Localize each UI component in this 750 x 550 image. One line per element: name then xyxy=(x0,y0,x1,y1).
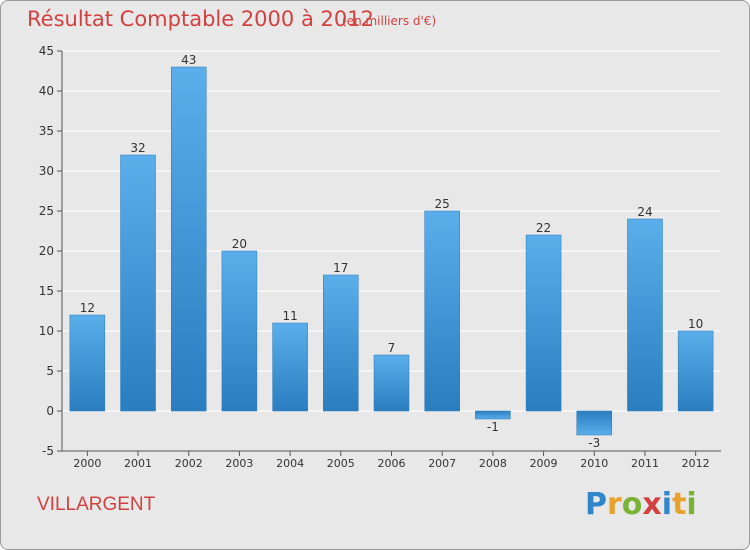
x-tick-label: 2010 xyxy=(580,457,608,470)
x-tick-label: 2006 xyxy=(378,457,406,470)
bar xyxy=(677,330,714,412)
x-tick-label: 2007 xyxy=(428,457,456,470)
data-label: -1 xyxy=(487,420,499,434)
data-label: 24 xyxy=(637,205,652,219)
bar xyxy=(576,410,613,436)
y-tick-label: 45 xyxy=(39,44,54,58)
y-tick-label: 10 xyxy=(39,324,54,338)
label-layer: 12 32 43 20 11 17 7 25 -1 22 -3 24 10 xyxy=(80,53,704,450)
x-tick-label: 2012 xyxy=(682,457,710,470)
x-tick-label: 2000 xyxy=(73,457,101,470)
commune-name: VILLARGENT xyxy=(37,494,156,515)
bar xyxy=(373,354,410,412)
chart-title: Résultat Comptable 2000 à 2012 xyxy=(27,7,374,31)
data-label: 22 xyxy=(536,221,551,235)
data-label: 32 xyxy=(130,141,145,155)
y-tick-label: 25 xyxy=(39,204,54,218)
data-label: 25 xyxy=(435,197,450,211)
data-label: 20 xyxy=(232,237,247,251)
bar xyxy=(424,210,460,412)
data-label: 43 xyxy=(181,53,196,67)
logo-letter: x xyxy=(642,487,662,522)
logo-letter: o xyxy=(621,487,643,522)
y-tick-label: -5 xyxy=(42,444,54,458)
y-tick-label: 15 xyxy=(39,284,54,298)
x-tick-label: 2009 xyxy=(530,457,558,470)
chart-subtitle: (en milliers d'€) xyxy=(342,14,437,28)
logo-letter: i xyxy=(661,487,673,522)
bar-layer xyxy=(69,66,714,436)
data-label: 17 xyxy=(333,261,348,275)
x-tick-label: 2011 xyxy=(631,457,659,470)
bar xyxy=(525,234,562,412)
bar xyxy=(170,66,207,412)
proxiti-logo[interactable]: Proxiti xyxy=(585,487,697,522)
x-tick-label: 2003 xyxy=(225,457,253,470)
data-label: 12 xyxy=(80,301,95,315)
logo-letter: r xyxy=(607,487,622,522)
y-tick-label: 35 xyxy=(39,124,54,138)
y-tick-label: 5 xyxy=(46,364,54,378)
bar xyxy=(120,154,156,412)
bar xyxy=(475,410,511,420)
y-tick-label: 0 xyxy=(46,404,54,418)
data-label: 7 xyxy=(388,341,396,355)
axis-layer: -5 0 5 10 15 20 25 30 35 40 45 2000 2001 2002 2003 2004… xyxy=(39,44,721,470)
bar xyxy=(272,322,308,412)
y-tick-label: 20 xyxy=(39,244,54,258)
x-tick-label: 2001 xyxy=(124,457,152,470)
bar xyxy=(221,250,258,412)
x-tick-label: 2002 xyxy=(175,457,203,470)
y-tick-label: 40 xyxy=(39,84,54,98)
bar xyxy=(627,218,663,412)
y-tick-label: 30 xyxy=(39,164,54,178)
data-label: 10 xyxy=(688,317,703,331)
data-label: -3 xyxy=(588,436,600,450)
data-label: 11 xyxy=(282,309,297,323)
bar xyxy=(323,274,359,412)
x-tick-label: 2005 xyxy=(327,457,355,470)
x-tick-label: 2008 xyxy=(479,457,507,470)
logo-letter: t xyxy=(672,487,687,522)
logo-letter: P xyxy=(585,487,607,522)
bar xyxy=(69,314,106,412)
logo-letter: i xyxy=(686,487,697,522)
x-tick-label: 2004 xyxy=(276,457,304,470)
